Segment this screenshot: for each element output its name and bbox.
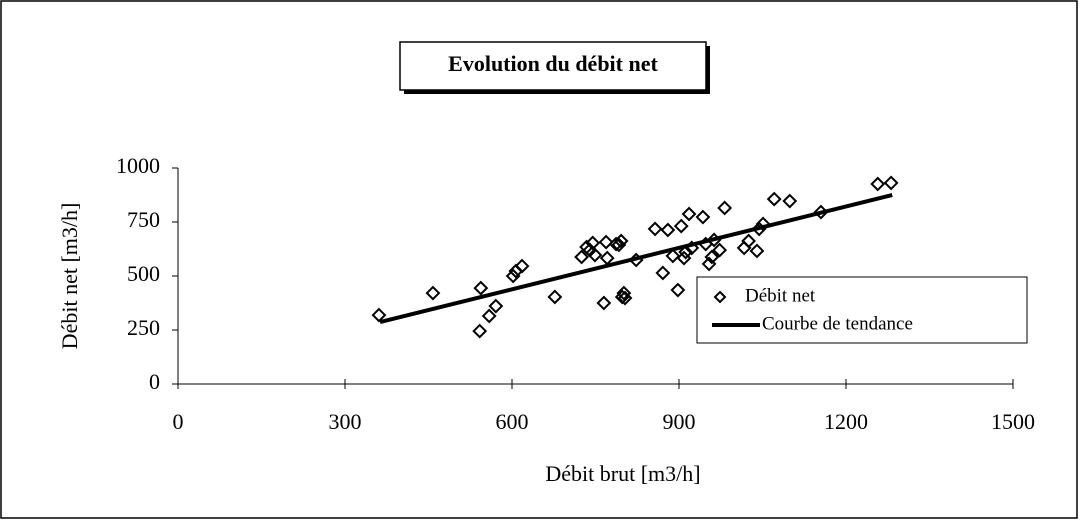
trend-line bbox=[379, 193, 893, 324]
scatter-point bbox=[665, 248, 681, 264]
chart-title: Evolution du débit net bbox=[448, 51, 658, 76]
scatter-point bbox=[704, 249, 720, 265]
scatter-point bbox=[870, 176, 886, 192]
scatter-point bbox=[472, 323, 488, 339]
scatter-point bbox=[613, 233, 629, 249]
scatter-point bbox=[585, 235, 601, 251]
y-tick-label: 750 bbox=[127, 207, 160, 232]
scatter-point bbox=[611, 237, 627, 253]
scatter-point bbox=[766, 191, 782, 207]
scatter-point bbox=[473, 280, 489, 296]
x-tick-label: 1200 bbox=[824, 409, 868, 434]
legend-label: Courbe de tendance bbox=[762, 313, 913, 334]
y-tick-label: 0 bbox=[149, 369, 160, 394]
legend-label: Débit net bbox=[745, 285, 816, 306]
x-tick-label: 1500 bbox=[991, 409, 1035, 434]
scatter-point bbox=[883, 175, 899, 191]
scatter-point bbox=[660, 222, 676, 238]
scatter-point bbox=[617, 290, 633, 306]
scatter-point bbox=[616, 285, 632, 301]
scatter-point bbox=[712, 242, 728, 258]
scatter-point bbox=[695, 209, 711, 225]
y-tick-label: 500 bbox=[127, 261, 160, 286]
scatter-point bbox=[371, 307, 387, 323]
scatter-point bbox=[647, 221, 663, 237]
scatter-point bbox=[681, 206, 697, 222]
scatter-point bbox=[505, 268, 521, 284]
scatter-point bbox=[547, 289, 563, 305]
x-tick-label: 0 bbox=[173, 409, 184, 434]
scatter-point bbox=[670, 282, 686, 298]
scatter-point bbox=[481, 308, 497, 324]
scatter-point bbox=[673, 218, 689, 234]
title-box bbox=[399, 41, 707, 91]
scatter-point bbox=[614, 289, 630, 305]
scatter-point bbox=[755, 216, 771, 232]
y-tick-label: 1000 bbox=[116, 153, 160, 178]
y-tick-label: 250 bbox=[127, 315, 160, 340]
scatter-point bbox=[587, 247, 603, 263]
scatter-point bbox=[598, 234, 614, 250]
scatter-point bbox=[655, 265, 671, 281]
legend-box bbox=[696, 276, 1028, 344]
scatter-point bbox=[608, 236, 624, 252]
y-axis-label: Débit net [m3/h] bbox=[57, 203, 82, 350]
scatter-point bbox=[717, 200, 733, 216]
scatter-point bbox=[678, 244, 694, 260]
scatter-point bbox=[488, 298, 504, 314]
scatter-point bbox=[425, 285, 441, 301]
scatter-point bbox=[749, 243, 765, 259]
scatter-point bbox=[514, 258, 530, 274]
scatter-point bbox=[596, 295, 612, 311]
x-tick-label: 900 bbox=[663, 409, 696, 434]
scatter-point bbox=[782, 193, 798, 209]
x-tick-label: 600 bbox=[496, 409, 529, 434]
x-axis-label: Débit brut [m3/h] bbox=[545, 461, 700, 486]
scatter-point bbox=[741, 233, 756, 249]
legend-marker bbox=[713, 290, 727, 304]
scatter-point bbox=[574, 249, 589, 265]
x-tick-label: 300 bbox=[329, 409, 362, 434]
